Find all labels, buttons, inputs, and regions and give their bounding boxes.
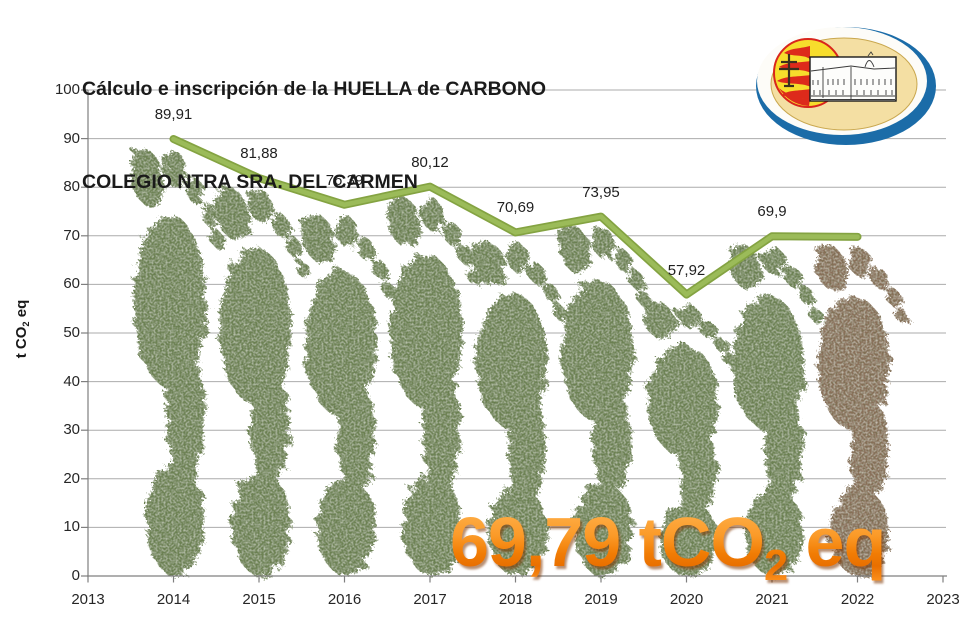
big-value-number: 69,79 tCO	[450, 503, 764, 581]
big-value-unit: eq	[787, 503, 886, 581]
y-axis-label-60: 60	[63, 275, 80, 293]
logo-sun-flames	[773, 38, 843, 108]
chart-title-line2: COLEGIO NTRA SRA. DEL CARMEN	[82, 171, 418, 193]
axes-layer	[81, 89, 947, 583]
logo-cross-icon	[779, 54, 799, 88]
y-axis-label-0: 0	[71, 567, 80, 584]
x-axis-label-2020: 2020	[669, 591, 704, 608]
y-axis-title: t CO2 eq	[13, 249, 31, 409]
logo-building-sketch	[809, 51, 897, 102]
x-axis-label-2022: 2022	[840, 591, 875, 608]
school-logo	[756, 27, 936, 145]
x-axis-label-2019: 2019	[584, 591, 618, 608]
y-axis-title-text: t CO	[13, 326, 31, 359]
y-axis-label-20: 20	[63, 469, 80, 487]
chart-title-line1: Cálculo e inscripción de la HUELLA de CA…	[82, 78, 547, 100]
y-axis-title-unit: eq	[13, 299, 31, 322]
x-axis-label-2015: 2015	[242, 591, 276, 608]
y-axis-label-80: 80	[63, 178, 80, 196]
y-axis-label-40: 40	[63, 372, 80, 390]
data-label-2014: 89,91	[154, 106, 193, 124]
x-axis-label-2016: 2016	[327, 591, 362, 608]
y-axis-title-subscript: 2	[20, 321, 31, 327]
y-axis-label-70: 70	[63, 226, 80, 244]
y-axis-label-30: 30	[63, 421, 80, 439]
footprint-value-wordart: 69,79 tCO2 eq	[450, 502, 885, 591]
data-label-2017: 80,12	[411, 153, 449, 171]
x-axis-label-2013: 2013	[71, 591, 105, 608]
data-label-2021: 69,9	[757, 203, 787, 221]
y-axis-label-100: 100	[54, 81, 80, 98]
data-label-2018: 70,69	[496, 199, 535, 217]
y-axis-label-50: 50	[63, 324, 80, 341]
x-axis-label-2023: 2023	[926, 591, 960, 608]
y-axis-label-10: 10	[63, 518, 80, 536]
data-label-2019: 73,95	[582, 183, 620, 201]
chart-title: Cálculo e inscripción de la HUELLA de CA…	[82, 12, 546, 260]
trend-line	[171, 136, 860, 297]
x-axis-label-2017: 2017	[413, 591, 447, 608]
trend-line-layer	[169, 135, 862, 299]
big-value-subscript: 2	[763, 541, 788, 590]
y-axis-label-90: 90	[63, 129, 80, 147]
data-label-2015: 81,88	[240, 145, 278, 163]
data-label-2020: 57,92	[667, 261, 706, 279]
data-label-2016: 76,39	[325, 171, 364, 189]
x-axis-label-2018: 2018	[498, 591, 533, 608]
x-axis-label-2021: 2021	[755, 591, 789, 608]
x-axis-label-2014: 2014	[156, 591, 191, 608]
